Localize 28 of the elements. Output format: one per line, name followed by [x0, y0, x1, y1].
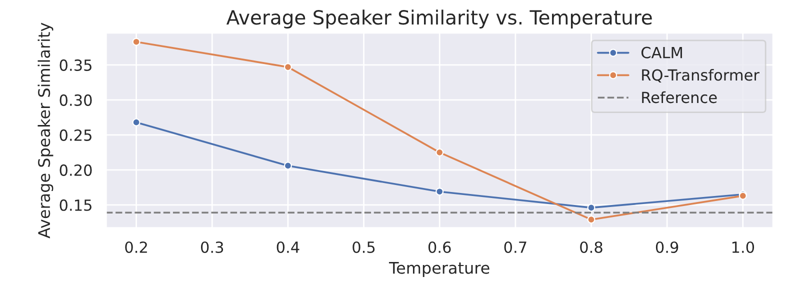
x-tick-label: 0.2: [125, 241, 147, 254]
point: [284, 63, 292, 72]
x-tick-label: 0.5: [352, 241, 375, 254]
y-tick-label: 0.15: [60, 199, 92, 211]
legend-label: Reference: [642, 91, 717, 104]
point: [587, 216, 596, 224]
point: [132, 38, 140, 46]
point: [436, 148, 444, 156]
x-tick-label: 0.8: [580, 241, 602, 254]
chart-title: Average Speaker Similarity vs. Temperature: [226, 10, 652, 28]
legend-label: CALM: [641, 46, 682, 58]
point: [587, 204, 596, 212]
x-tick-label: 0.4: [276, 241, 300, 254]
point: [132, 118, 140, 126]
x-tick-label: 0.3: [200, 241, 224, 254]
y-tick-label: 0.35: [60, 59, 92, 71]
x-tick-label: 1.0: [732, 241, 754, 254]
x-tick-label: 0.7: [504, 241, 526, 254]
x-tick-label: 0.6: [428, 241, 451, 254]
x-axis-title: Temperature: [388, 262, 490, 277]
y-tick-label: 0.20: [60, 164, 92, 176]
x-tick-label: 0.9: [656, 241, 678, 254]
y-tick-label: 0.25: [60, 129, 92, 141]
point: [284, 162, 292, 170]
point: [436, 188, 444, 196]
y-tick-label: 0.30: [60, 94, 92, 106]
legend-label: RQ-Transformer: [642, 68, 760, 83]
y-axis-title: Average Speaker Similarity: [38, 22, 54, 238]
